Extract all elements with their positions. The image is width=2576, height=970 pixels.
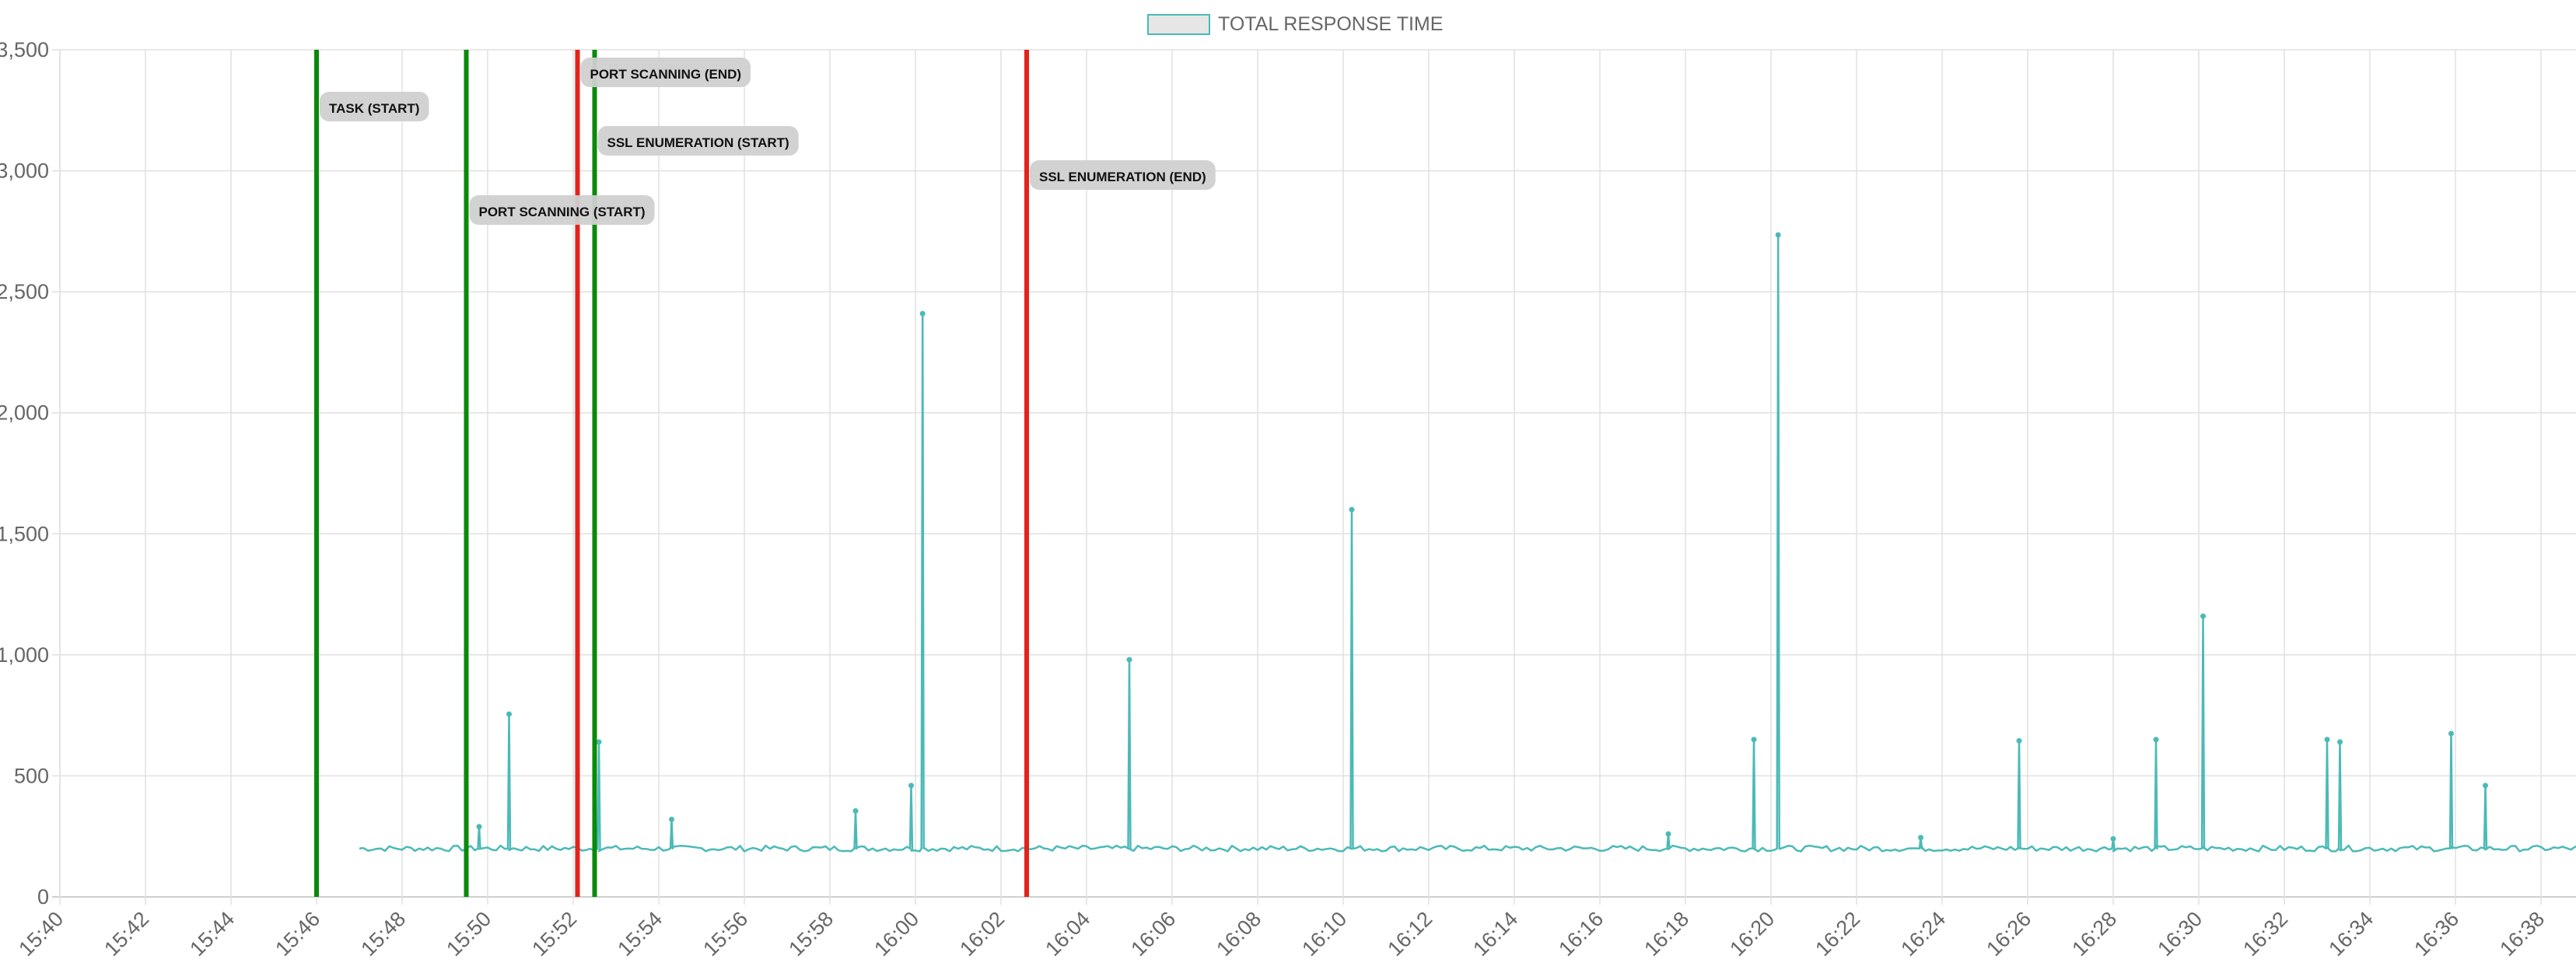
x-tick-label: 16:20 — [1725, 907, 1779, 961]
event-label: SSL ENUMERATION (END) — [1030, 160, 1216, 190]
data-point[interactable] — [2337, 739, 2343, 745]
event-label: PORT SCANNING (END) — [580, 58, 751, 87]
data-point[interactable] — [1918, 835, 1923, 841]
x-tick-label: 16:08 — [1212, 907, 1265, 961]
x-tick-label: 15:58 — [784, 907, 838, 961]
x-tick-label: 16:28 — [2067, 907, 2121, 961]
x-tick-label: 16:04 — [1041, 907, 1094, 961]
x-tick-label: 15:56 — [698, 907, 752, 961]
x-tick-label: 15:54 — [613, 907, 667, 961]
y-tick-label: 3,000 — [0, 159, 49, 183]
x-tick-label: 16:06 — [1126, 907, 1180, 961]
legend-label[interactable]: TOTAL RESPONSE TIME — [1218, 13, 1443, 35]
data-point[interactable] — [908, 783, 914, 789]
data-point[interactable] — [2153, 737, 2159, 743]
event-labels: TASK (START) PORT SCANNING (START) PORT SC… — [320, 58, 1216, 225]
event-label: SSL ENUMERATION (START) — [597, 126, 799, 156]
x-tick-label: 16:00 — [870, 907, 923, 961]
event-label-text: SSL ENUMERATION (START) — [607, 135, 789, 150]
plot-area — [359, 232, 2576, 853]
data-point[interactable] — [2448, 730, 2454, 737]
x-tick-label: 16:32 — [2238, 907, 2292, 961]
event-label-box — [597, 126, 799, 156]
y-tick-label: 0 — [37, 885, 49, 909]
x-tick-label: 15:52 — [527, 907, 581, 961]
event-label-box — [580, 58, 751, 87]
data-point[interactable] — [852, 808, 859, 814]
x-tick-label: 16:36 — [2410, 907, 2463, 961]
data-point[interactable] — [1751, 737, 1757, 743]
data-point[interactable] — [506, 711, 512, 717]
legend[interactable]: TOTAL RESPONSE TIME — [1147, 13, 1443, 35]
x-tick-label: 16:10 — [1297, 907, 1351, 961]
data-point[interactable] — [1775, 232, 1781, 238]
event-label-box — [1030, 160, 1216, 190]
y-tick-label: 3,500 — [0, 38, 49, 61]
x-tick-label: 15:46 — [271, 907, 324, 961]
event-label-text: TASK (START) — [329, 101, 419, 116]
x-tick-label: 16:14 — [1468, 907, 1522, 961]
x-tick-label: 16:16 — [1554, 907, 1608, 961]
data-point[interactable] — [596, 739, 602, 745]
y-tick-label: 1,500 — [0, 522, 49, 545]
data-point[interactable] — [476, 824, 482, 830]
x-tick-label: 16:24 — [1896, 907, 1950, 961]
series-line — [359, 233, 2576, 853]
x-tick-label: 15:44 — [185, 907, 239, 961]
data-point[interactable] — [2016, 737, 2022, 744]
event-label: TASK (START) — [320, 92, 429, 121]
x-tick-label: 16:18 — [1640, 907, 1693, 961]
data-point[interactable] — [1349, 506, 1355, 513]
data-point[interactable] — [2324, 737, 2330, 743]
event-label-box — [320, 92, 429, 121]
grid — [52, 49, 2576, 905]
x-tick-label: 16:12 — [1383, 907, 1437, 961]
y-axis-ticks: 0 500 1,000 1,500 2,000 2,500 3,000 3,500 — [0, 38, 49, 909]
data-point[interactable] — [2110, 835, 2116, 842]
x-tick-label: 15:50 — [442, 907, 495, 961]
x-tick-label: 15:48 — [356, 907, 410, 961]
x-tick-label: 16:30 — [2153, 907, 2207, 961]
event-label: PORT SCANNING (START) — [469, 195, 655, 225]
y-tick-label: 2,500 — [0, 280, 49, 303]
y-tick-label: 2,000 — [0, 401, 49, 425]
x-tick-label: 16:22 — [1811, 907, 1864, 961]
event-lines — [314, 50, 1029, 897]
legend-swatch[interactable] — [1147, 14, 1210, 35]
y-tick-label: 500 — [14, 764, 49, 787]
data-point[interactable] — [669, 816, 674, 822]
event-label-text: PORT SCANNING (START) — [479, 205, 646, 219]
x-tick-label: 16:26 — [1982, 907, 2035, 961]
event-label-text: PORT SCANNING (END) — [590, 67, 742, 82]
x-tick-label: 15:40 — [14, 907, 68, 961]
data-point[interactable] — [1126, 657, 1132, 663]
data-point[interactable] — [1665, 831, 1671, 837]
x-axis-ticks: 15:40 15:42 15:44 15:46 15:48 15:50 15:52 15:54… — [14, 907, 2549, 961]
data-point[interactable] — [919, 310, 926, 317]
x-tick-label: 16:38 — [2495, 907, 2549, 961]
data-point[interactable] — [2483, 783, 2488, 789]
event-label-box — [469, 195, 655, 225]
x-tick-label: 15:42 — [100, 907, 153, 961]
y-tick-label: 1,000 — [0, 643, 49, 667]
x-tick-label: 16:02 — [955, 907, 1009, 961]
event-label-text: SSL ENUMERATION (END) — [1039, 170, 1206, 184]
data-point[interactable] — [2200, 613, 2206, 619]
x-tick-label: 16:34 — [2324, 907, 2378, 961]
